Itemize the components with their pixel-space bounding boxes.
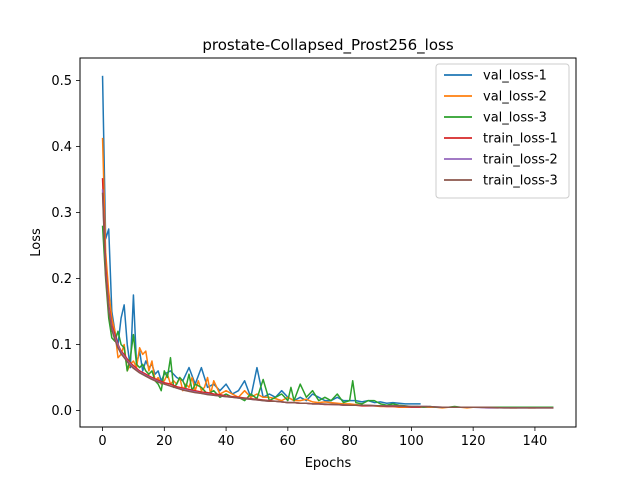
legend-label: train_loss-3 (483, 174, 558, 189)
legend-label: train_loss-1 (483, 132, 558, 147)
y-tick-label: 0.0 (51, 404, 72, 419)
chart-title: prostate-Collapsed_Prost256_loss (202, 36, 453, 55)
x-tick-label: 140 (523, 434, 548, 449)
y-tick-label: 0.1 (51, 338, 72, 353)
y-tick-label: 0.4 (51, 140, 72, 155)
x-axis-ticks: 0 20 40 60 80 100 120 140 (98, 427, 547, 449)
x-tick-label: 0 (98, 434, 106, 449)
series-line-train_loss-3 (101, 192, 554, 409)
legend-label: val_loss-2 (483, 90, 547, 105)
x-axis-label: Epochs (305, 456, 352, 471)
x-tick-label: 120 (461, 434, 486, 449)
axes-frame (79, 57, 577, 428)
legend-label: train_loss-2 (483, 153, 558, 168)
y-axis-ticks: 0.0 0.1 0.2 0.3 0.4 0.5 (51, 74, 80, 419)
x-tick-label: 20 (156, 434, 173, 449)
x-tick-label: 80 (341, 434, 358, 449)
x-tick-label: 100 (399, 434, 424, 449)
x-tick-label: 60 (280, 434, 297, 449)
y-tick-label: 0.5 (51, 74, 72, 89)
y-tick-label: 0.3 (51, 206, 72, 221)
legend: val_loss-1 val_loss-2 val_loss-3 train_loss… (435, 63, 570, 199)
x-tick-label: 40 (218, 434, 235, 449)
legend-label: val_loss-1 (483, 69, 547, 84)
y-axis-label: Loss (29, 228, 44, 257)
series-layer (101, 75, 554, 409)
legend-label: val_loss-3 (483, 111, 547, 126)
y-tick-label: 0.2 (51, 272, 72, 287)
legend-box (435, 63, 570, 199)
